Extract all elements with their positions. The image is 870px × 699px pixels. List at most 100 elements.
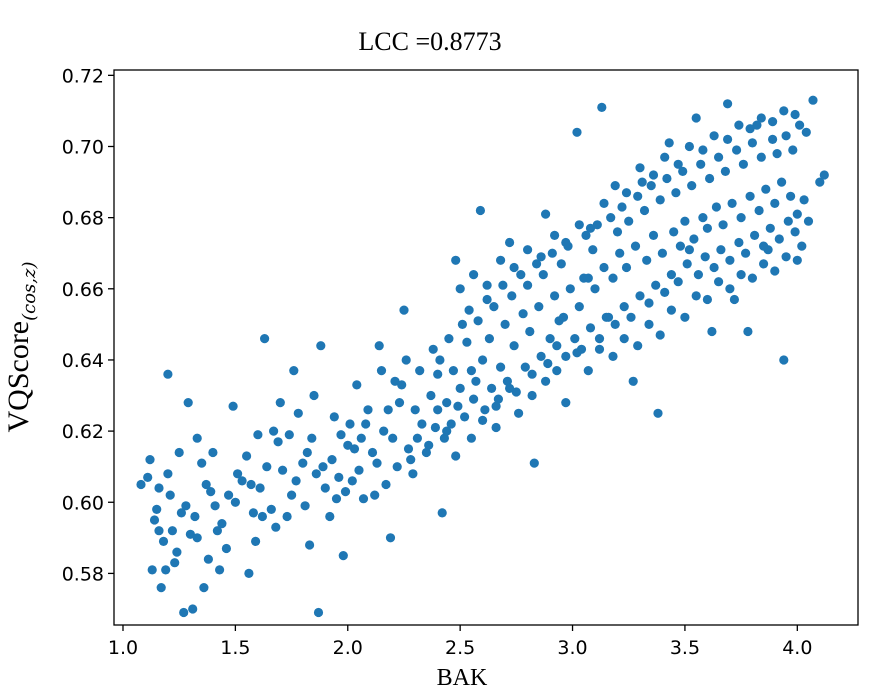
scatter-point — [705, 173, 715, 184]
scatter-point — [345, 419, 355, 429]
scatter-point — [550, 291, 560, 301]
scatter-point — [561, 351, 571, 361]
scatter-point — [500, 319, 510, 329]
scatter-point — [428, 344, 438, 354]
scatter-point — [491, 422, 501, 433]
scatter-point — [752, 120, 762, 130]
scatter-point — [606, 213, 616, 223]
scatter-point — [478, 355, 488, 365]
scatter-point — [509, 262, 519, 273]
scatter-point — [700, 252, 710, 262]
scatter-point — [642, 255, 652, 265]
scatter-point — [691, 113, 701, 123]
scatter-point — [417, 419, 427, 429]
scatter-point — [756, 152, 766, 162]
scatter-point — [556, 259, 566, 269]
scatter-point — [163, 369, 173, 379]
scatter-point — [574, 302, 584, 312]
scatter-point — [246, 479, 256, 490]
scatter-point — [381, 479, 391, 490]
scatter-point — [552, 366, 562, 376]
scatter-point — [347, 476, 357, 486]
scatter-point — [768, 134, 778, 144]
scatter-point — [179, 607, 189, 618]
scatter-point — [689, 234, 699, 244]
x-tick-label: 2.5 — [445, 637, 475, 659]
scatter-point — [325, 511, 335, 522]
scatter-point — [475, 205, 485, 216]
scatter-point — [759, 259, 769, 269]
scatter-point — [192, 533, 202, 543]
scatter-point — [633, 191, 643, 201]
scatter-point — [482, 294, 492, 305]
scatter-point — [163, 469, 173, 479]
scatter-point — [536, 351, 546, 361]
scatter-point — [372, 458, 382, 468]
scatter-point — [158, 536, 169, 547]
scatter-point — [403, 444, 414, 454]
scatter-point — [329, 412, 339, 422]
scatter-point — [392, 462, 402, 472]
scatter-point — [696, 159, 706, 169]
scatter-point — [469, 394, 479, 404]
scatter-point — [457, 319, 467, 329]
scatter-point — [430, 422, 440, 433]
scatter-point — [354, 465, 364, 475]
scatter-point — [678, 166, 688, 176]
scatter-point — [466, 433, 476, 443]
scatter-point — [660, 152, 670, 162]
scatter-point — [698, 145, 708, 155]
scatter-point — [156, 583, 166, 593]
scatter-point — [469, 270, 479, 280]
scatter-point — [664, 138, 674, 148]
scatter-point — [714, 152, 724, 162]
scatter-point — [716, 245, 726, 255]
scatter-point — [453, 401, 463, 411]
scatter-point — [583, 273, 593, 283]
scatter-point — [331, 494, 342, 504]
y-axis-label-subscript: (cos,z) — [19, 261, 40, 320]
x-tick-label: 3.0 — [557, 637, 587, 659]
scatter-point — [790, 227, 800, 237]
scatter-point — [601, 312, 611, 322]
scatter-point — [781, 252, 791, 262]
scatter-point — [610, 319, 620, 329]
scatter-point — [215, 565, 225, 575]
scatter-point — [680, 312, 690, 322]
scatter-point — [669, 227, 679, 237]
scatter-point — [635, 291, 645, 301]
scatter-point — [734, 237, 744, 248]
scatter-point — [644, 319, 654, 329]
scatter-point — [754, 205, 764, 216]
scatter-point — [666, 305, 677, 315]
scatter-point — [221, 543, 231, 554]
scatter-point — [680, 216, 690, 226]
scatter-point — [489, 302, 499, 312]
scatter-point — [590, 284, 600, 294]
scatter-point — [617, 202, 627, 212]
scatter-point — [338, 551, 348, 561]
scatter-point — [599, 262, 609, 273]
scatter-point — [269, 426, 279, 436]
scatter-point — [615, 248, 625, 258]
scatter-point — [651, 280, 661, 290]
scatter-point — [165, 490, 175, 500]
scatter-point — [426, 390, 436, 401]
y-tick-label: 0.58 — [62, 563, 104, 585]
scatter-point — [433, 369, 443, 379]
scatter-point — [648, 170, 659, 180]
scatter-point — [624, 216, 634, 226]
scatter-point — [237, 476, 247, 486]
scatter-point — [628, 376, 638, 386]
scatter-point — [657, 248, 668, 258]
scatter-point — [507, 291, 517, 301]
scatter-point — [698, 213, 708, 223]
scatter-point — [208, 447, 218, 458]
scatter-point — [561, 237, 571, 248]
scatter-point — [720, 166, 731, 176]
chart-title: LCC =0.8773 — [358, 27, 501, 56]
scatter-point — [174, 447, 184, 458]
scatter-point — [536, 252, 546, 262]
scatter-point — [167, 526, 177, 536]
scatter-point — [498, 280, 508, 290]
